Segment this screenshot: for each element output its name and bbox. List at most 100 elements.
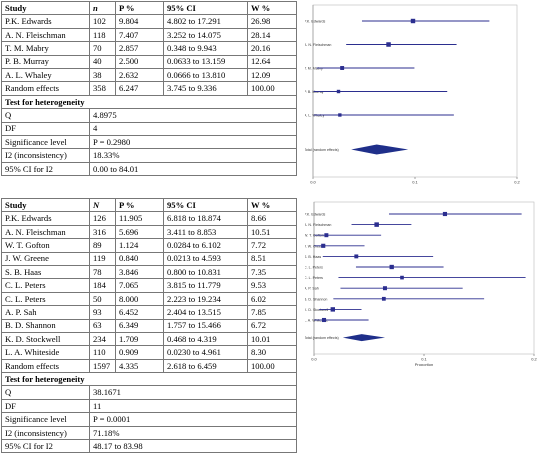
heterogeneity-row: Significance level P = 0.0001 [1, 412, 297, 427]
table-cell: 28.14 [247, 27, 297, 43]
table-cell: 63 [89, 318, 116, 333]
table-row: T. M. Mabry 70 2.857 0.348 to 9.943 20.16 [1, 41, 297, 56]
heterogeneity-value: 11 [89, 398, 297, 414]
table-row: P. B. Murray 40 2.500 0.0633 to 13.159 12.64 [1, 54, 297, 69]
heterogeneity-row: 95% CI for I2 0.00 to 84.01 [1, 161, 297, 177]
x-tick-label: 0.0 [310, 180, 316, 185]
table-cell: 8.30 [247, 345, 297, 360]
study-label: S. B. Haas [305, 255, 321, 259]
table-cell: 10.01 [247, 331, 297, 347]
table-cell: 234 [89, 331, 116, 347]
column-header: N [89, 197, 116, 213]
pooled-label: Total (random effects) [305, 148, 339, 152]
table-cell: 12.09 [247, 67, 297, 83]
table-row: K. D. Stockwell 234 1.709 0.468 to 4.319 10.… [1, 331, 297, 347]
table-cell: 8.66 [247, 211, 297, 226]
table-cell: 89 [89, 238, 116, 253]
table-cell: 12.64 [247, 54, 297, 69]
table-row: L. A. Whiteside 110 0.909 0.0230 to 4.961 8.… [1, 345, 297, 360]
table-cell: 0.0666 to 13.810 [163, 67, 248, 83]
table-cell: J. W. Greene [1, 251, 90, 266]
study-label: C. L. Peters [305, 276, 323, 280]
table-cell: 78 [89, 264, 116, 280]
table-cell: 110 [89, 345, 116, 360]
table-cell: A. N. Fleischman [1, 27, 90, 43]
table-cell: 2.223 to 19.234 [163, 291, 248, 307]
table-cell: P. B. Murray [1, 54, 90, 69]
heterogeneity-value: 38.1671 [89, 385, 297, 400]
table-cell: 3.846 [115, 264, 164, 280]
table-row: A. L. Whaley 38 2.632 0.0666 to 13.810 12.09 [1, 67, 297, 83]
table-cell: 6.02 [247, 291, 297, 307]
table-cell: 6.349 [115, 318, 164, 333]
heterogeneity-label: DF [1, 398, 90, 414]
effect-marker [321, 317, 327, 323]
study-label: P. B. Murray [305, 90, 324, 94]
study-label: P.K. Edwards [305, 20, 326, 24]
meta-table-1: Study n P % 95% CI W % P.K. Edwards 102 9.804 4.… [1, 0, 297, 177]
table-row: B. D. Shannon 63 6.349 1.757 to 15.466 6.72 [1, 318, 297, 333]
heterogeneity-title-row: Test for heterogeneity [1, 372, 297, 387]
heterogeneity-title: Test for heterogeneity [1, 372, 297, 387]
effect-marker [410, 18, 416, 24]
pooled-diamond [351, 144, 409, 155]
heterogeneity-row: Q 4.8975 [1, 108, 297, 123]
effect-marker [336, 89, 341, 94]
effect-marker [381, 296, 386, 301]
table-cell: 9.804 [115, 14, 164, 29]
table-cell: 0.0633 to 13.159 [163, 54, 248, 69]
meta-table-2: Study N P % 95% CI W % P.K. Edwards 126 11.905 6… [1, 197, 297, 454]
table-cell: 118 [89, 27, 116, 43]
table-cell: 6.72 [247, 318, 297, 333]
x-tick-label: 0.1 [421, 357, 427, 362]
column-header: 95% CI [163, 197, 248, 213]
study-label: L. A. Whiteside [305, 319, 328, 323]
table-cell: A. P. Sah [1, 305, 90, 320]
column-header: Study [1, 0, 90, 16]
column-header: Study [1, 197, 90, 213]
table-cell: 70 [89, 41, 116, 56]
table-cell: 184 [89, 278, 116, 293]
pooled-diamond [342, 334, 386, 342]
table-cell: P.K. Edwards [1, 211, 90, 226]
table-cell: 5.696 [115, 224, 164, 240]
table-cell: P.K. Edwards [1, 14, 90, 29]
table-cell: 2.618 to 6.459 [163, 358, 248, 374]
table-cell: 7.065 [115, 278, 164, 293]
table-cell: 8.51 [247, 251, 297, 266]
heterogeneity-row: Q 38.1671 [1, 385, 297, 400]
study-label: T. M. Mabry [305, 67, 323, 71]
heterogeneity-row: DF 11 [1, 398, 297, 414]
forest-plot-1: P.K. Edwards A. N. Fleischman T. M. Mabry P… [305, 4, 521, 185]
table-cell: 3.815 to 11.779 [163, 278, 248, 293]
effect-marker [330, 307, 336, 312]
x-tick-label: 0.0 [311, 357, 317, 362]
heterogeneity-label: Q [1, 108, 90, 123]
table-cell: L. A. Whiteside [1, 345, 90, 360]
table-row: W. T. Gofton 89 1.124 0.0284 to 6.102 7.72 [1, 238, 297, 253]
table-cell: C. L. Peters [1, 291, 90, 307]
heterogeneity-value: P = 0.0001 [89, 412, 297, 427]
effect-marker [340, 66, 345, 70]
column-header: W % [247, 0, 297, 16]
heterogeneity-title-row: Test for heterogeneity [1, 94, 297, 110]
study-label: B. D. Shannon [305, 297, 327, 301]
study-label: A. N. Fleischman [305, 43, 331, 47]
table-cell: 2.404 to 13.515 [163, 305, 248, 320]
study-label: P.K. Edwards [305, 213, 326, 217]
table-cell: 0.800 to 10.831 [163, 264, 248, 280]
table-cell: 7.72 [247, 238, 297, 253]
study-label: K. D. Stockwell [305, 308, 328, 312]
table-cell: 2.500 [115, 54, 164, 69]
table-cell: 7.35 [247, 264, 297, 280]
table-cell: 3.252 to 14.075 [163, 27, 248, 43]
effect-marker [374, 222, 379, 227]
table-cell: 119 [89, 251, 116, 266]
table-cell: C. L. Peters [1, 278, 90, 293]
heterogeneity-label: Significance level [1, 412, 90, 427]
table-header-row: Study N P % 95% CI W % [1, 197, 297, 213]
table-cell: S. B. Haas [1, 264, 90, 280]
table-cell: 102 [89, 14, 116, 29]
study-label: A. N. Fleischman [305, 223, 331, 227]
table-cell: Random effects [1, 358, 90, 374]
